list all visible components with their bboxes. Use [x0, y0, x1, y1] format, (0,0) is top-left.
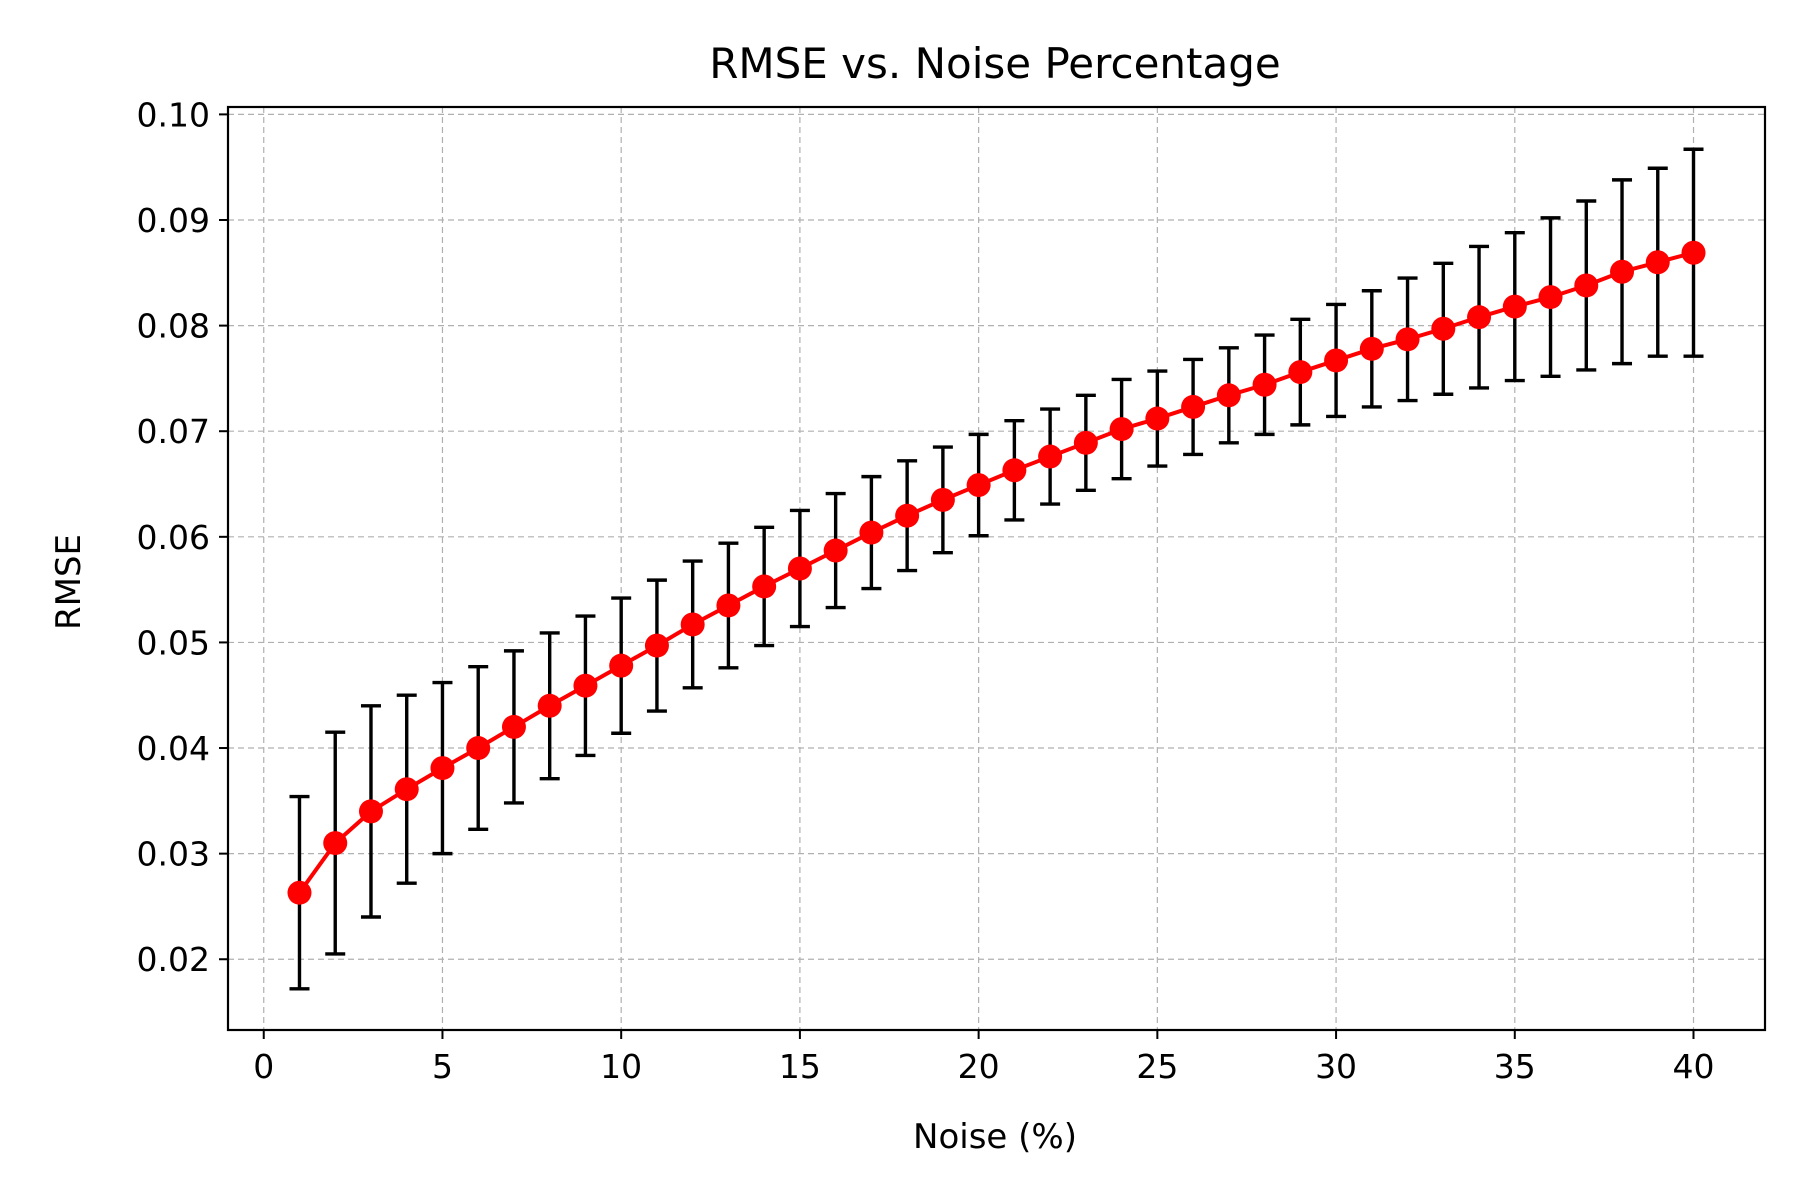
y-tick-label: 0.04 — [137, 729, 210, 768]
ticks: 0 5 10 15 20 25 30 35 40 0.02 0.03 0.04 0.05 0.06 0.07… — [137, 95, 1715, 1086]
data-point — [1324, 348, 1349, 373]
data-point — [537, 693, 562, 718]
data-point — [466, 736, 491, 761]
y-tick-label: 0.08 — [137, 307, 210, 346]
x-tick-label: 0 — [253, 1047, 274, 1086]
data-point — [287, 880, 312, 905]
x-tick-label: 30 — [1315, 1047, 1357, 1086]
series-line-layer — [297, 250, 1695, 894]
x-tick-label: 10 — [600, 1047, 642, 1086]
data-point — [680, 612, 705, 637]
data-point — [1610, 259, 1635, 284]
y-axis-label: RMSE — [49, 534, 89, 630]
data-point — [1252, 372, 1277, 397]
y-tick-label: 0.05 — [137, 623, 210, 662]
data-point — [823, 538, 848, 563]
y-tick-label: 0.09 — [137, 201, 210, 240]
data-point — [501, 714, 526, 739]
data-point — [573, 673, 598, 698]
y-tick-label: 0.03 — [137, 835, 210, 874]
data-point — [1431, 316, 1456, 341]
data-point — [1395, 327, 1420, 352]
data-point — [1288, 360, 1313, 385]
x-axis-label: Noise (%) — [913, 1117, 1077, 1157]
data-point — [1681, 240, 1706, 265]
data-point — [716, 593, 741, 618]
data-point — [1145, 406, 1170, 431]
data-point — [1181, 394, 1206, 419]
data-point — [644, 633, 669, 658]
data-point — [1574, 273, 1599, 298]
data-point — [323, 831, 348, 856]
data-point — [1645, 250, 1670, 275]
markers — [287, 240, 1706, 905]
x-tick-label: 5 — [432, 1047, 453, 1086]
y-tick-label: 0.06 — [137, 518, 210, 557]
data-point — [1538, 285, 1563, 310]
data-point — [1073, 430, 1098, 455]
x-tick-label: 25 — [1136, 1047, 1178, 1086]
data-point — [895, 503, 920, 528]
data-point — [752, 574, 777, 599]
data-point — [609, 653, 634, 678]
data-point — [966, 473, 991, 498]
x-tick-label: 15 — [779, 1047, 821, 1086]
x-tick-label: 20 — [958, 1047, 1000, 1086]
data-point — [1502, 294, 1527, 319]
data-point — [358, 799, 383, 824]
data-point — [1109, 417, 1134, 442]
data-point — [1002, 458, 1027, 483]
series-line — [297, 250, 1695, 894]
data-point — [930, 487, 955, 512]
x-tick-label: 40 — [1673, 1047, 1715, 1086]
data-point — [1467, 305, 1492, 330]
data-point — [430, 756, 455, 781]
plot-frame — [226, 105, 1767, 1032]
chart-title: RMSE vs. Noise Percentage — [709, 39, 1281, 88]
data-point — [1216, 383, 1241, 408]
y-tick-label: 0.07 — [137, 412, 210, 451]
x-tick-label: 35 — [1494, 1047, 1536, 1086]
data-point — [1359, 336, 1384, 361]
data-point — [859, 520, 884, 545]
y-tick-label: 0.10 — [137, 95, 210, 134]
data-point — [787, 556, 812, 581]
data-point — [394, 777, 419, 802]
data-point — [1038, 444, 1063, 469]
y-tick-label: 0.02 — [137, 940, 210, 979]
